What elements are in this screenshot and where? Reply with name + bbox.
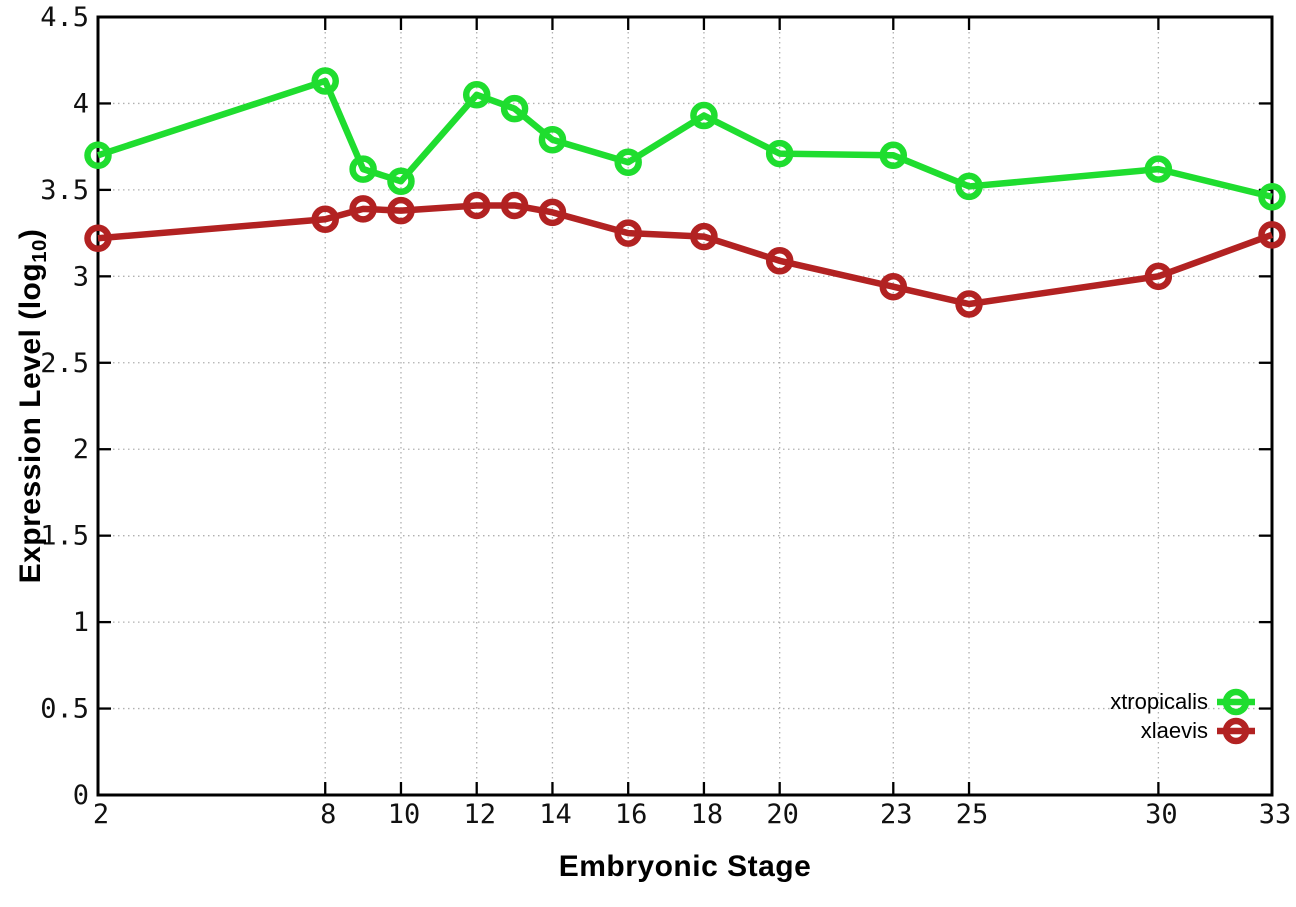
x-tick-label: 14 (539, 799, 572, 830)
legend-marker-xtropicalis (1217, 688, 1255, 715)
x-tick-label: 2 (93, 799, 109, 830)
x-tick-label: 18 (691, 799, 724, 830)
data-point-xlaevis-stage-16 (614, 219, 642, 247)
y-tick-label: 1.5 (40, 521, 89, 552)
data-point-xtropicalis-stage-23 (879, 141, 908, 170)
data-point-xlaevis-stage-30 (1144, 262, 1173, 291)
legend-item-xlaevis: xlaevis (1141, 716, 1255, 745)
x-tick-label: 25 (956, 799, 989, 830)
x-tick-label: 20 (766, 799, 799, 830)
x-tick-label: 10 (388, 799, 421, 830)
data-point-xtropicalis-stage-16 (614, 148, 642, 176)
y-tick-label: 0.5 (40, 694, 89, 725)
y-axis-title-subscript: 10 (28, 239, 51, 263)
series-line-xtropicalis (96, 77, 1273, 200)
data-point-xlaevis-stage-18 (690, 222, 718, 251)
x-tick-label: 33 (1259, 799, 1292, 830)
data-point-xtropicalis-stage-13 (500, 94, 529, 123)
y-tick-label: 2 (73, 434, 89, 465)
legend-circle-icon (1222, 688, 1250, 715)
y-tick-label: 3 (73, 261, 89, 292)
legend-label-xlaevis: xlaevis (1140, 717, 1208, 743)
data-point-xtropicalis-stage-14 (538, 126, 567, 154)
data-point-xlaevis-stage-12 (462, 191, 491, 220)
y-axis-title-close: ) (14, 228, 48, 240)
legend-item-xtropicalis: xtropicalis (1110, 687, 1255, 716)
plot-border (96, 15, 1274, 797)
legend-circle-icon (1222, 717, 1250, 744)
y-tick-label: 0 (73, 780, 89, 811)
x-tick-label: 8 (320, 799, 336, 830)
y-tick-label: 4 (73, 88, 89, 119)
data-point-xlaevis-stage-33 (1258, 221, 1286, 249)
x-tick-label: 30 (1145, 799, 1178, 830)
data-point-xtropicalis-stage-10 (387, 167, 415, 195)
data-point-xtropicalis-stage-30 (1144, 155, 1173, 183)
y-tick-label: 4.5 (40, 2, 89, 33)
data-point-xtropicalis-stage-25 (955, 172, 983, 201)
legend-label-xtropicalis: xtropicalis (1110, 688, 1208, 714)
y-axis-title-text: Expression Level (log (14, 262, 48, 584)
x-axis-title: Embryonic Stage (558, 850, 812, 883)
legend-marker-xlaevis (1217, 717, 1255, 744)
data-point-xlaevis-stage-23 (879, 272, 908, 301)
data-point-xtropicalis-stage-33 (1258, 183, 1286, 211)
y-tick-label: 3.5 (40, 175, 89, 206)
data-point-xlaevis-stage-20 (765, 247, 794, 275)
y-axis-title: Expression Level (log10) (14, 229, 52, 584)
legend: xtropicalis xlaevis (1110, 687, 1255, 745)
data-point-xtropicalis-stage-9 (349, 155, 377, 183)
data-point-xtropicalis-stage-2 (84, 141, 112, 170)
data-point-xlaevis-stage-14 (538, 198, 567, 227)
data-point-xlaevis-stage-13 (500, 191, 529, 220)
x-tick-label: 23 (880, 799, 913, 830)
series-line-xlaevis (97, 202, 1274, 308)
data-point-xlaevis-stage-9 (349, 195, 377, 223)
data-point-xtropicalis-stage-12 (462, 81, 491, 109)
data-point-xtropicalis-stage-8 (311, 67, 339, 95)
data-point-xlaevis-stage-25 (955, 290, 983, 318)
data-point-xlaevis-stage-10 (387, 196, 415, 225)
data-point-xtropicalis-stage-18 (690, 101, 718, 130)
x-tick-label: 12 (463, 799, 496, 830)
y-tick-label: 1 (73, 607, 89, 638)
y-tick-label: 2.5 (40, 348, 89, 379)
data-point-xtropicalis-stage-20 (765, 139, 794, 168)
data-point-xlaevis-stage-8 (311, 205, 339, 234)
x-tick-label: 16 (615, 799, 648, 830)
data-point-xlaevis-stage-2 (84, 224, 112, 253)
